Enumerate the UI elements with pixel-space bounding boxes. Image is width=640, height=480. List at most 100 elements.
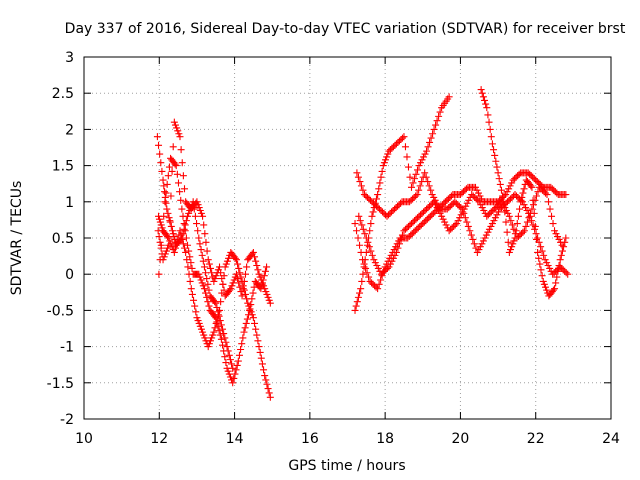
data-point	[490, 146, 498, 154]
data-point	[385, 263, 393, 271]
data-point	[380, 267, 388, 275]
data-point	[163, 205, 171, 213]
data-point	[511, 191, 519, 199]
data-point	[484, 228, 492, 236]
data-point	[266, 393, 274, 401]
data-point	[368, 279, 376, 287]
data-point	[204, 343, 212, 351]
data-point	[420, 218, 428, 226]
data-point	[507, 217, 515, 225]
data-point	[164, 244, 172, 252]
data-point	[168, 243, 176, 251]
data-point	[432, 201, 440, 209]
data-point	[561, 267, 569, 275]
data-point	[253, 262, 261, 270]
y-tick-label: 1.5	[52, 159, 74, 175]
data-point	[459, 208, 467, 216]
data-point	[239, 334, 247, 342]
data-point	[512, 173, 520, 181]
data-point	[175, 130, 183, 138]
data-point	[240, 328, 248, 336]
data-point	[397, 136, 405, 144]
data-point	[491, 151, 499, 159]
data-point	[417, 211, 425, 219]
data-point	[220, 272, 228, 280]
data-point	[420, 208, 428, 216]
data-point	[203, 293, 211, 301]
data-point	[155, 233, 163, 241]
data-point	[423, 205, 431, 213]
data-point	[173, 240, 181, 248]
data-point	[200, 285, 208, 293]
data-point	[478, 240, 486, 248]
data-point	[423, 147, 431, 155]
data-point	[163, 180, 171, 188]
data-point	[407, 220, 415, 228]
data-point	[557, 251, 565, 259]
data-point	[171, 244, 179, 252]
data-point	[155, 141, 163, 149]
data-point	[211, 324, 219, 332]
data-point	[153, 133, 161, 141]
data-point	[446, 202, 454, 210]
data-point	[400, 133, 408, 141]
data-point	[252, 257, 260, 265]
data-point	[231, 254, 239, 262]
data-point	[520, 185, 528, 193]
data-point	[169, 143, 177, 151]
data-point	[263, 380, 271, 388]
y-tick-label: -0.5	[47, 303, 74, 319]
data-point	[369, 199, 377, 207]
data-point	[499, 201, 507, 209]
data-point	[230, 374, 238, 382]
data-point	[535, 183, 543, 191]
data-point	[188, 290, 196, 298]
data-point	[228, 360, 236, 368]
data-point	[220, 347, 228, 355]
data-point	[471, 193, 479, 201]
series-morning-2	[154, 118, 274, 307]
data-point	[247, 301, 255, 309]
data-point	[195, 204, 203, 212]
data-point	[216, 331, 224, 339]
data-point	[436, 108, 444, 116]
data-point	[423, 215, 431, 223]
data-point	[230, 276, 238, 284]
data-point	[471, 183, 479, 191]
data-point	[552, 230, 560, 238]
data-point	[211, 298, 219, 306]
data-point	[236, 269, 244, 277]
data-point	[263, 290, 271, 298]
data-point	[506, 195, 514, 203]
data-point	[477, 201, 485, 209]
data-point	[534, 248, 542, 256]
data-point	[222, 338, 230, 346]
data-point	[169, 230, 177, 238]
data-point	[208, 334, 216, 342]
data-point	[195, 270, 203, 278]
data-point	[383, 153, 391, 161]
x-tick-label: 20	[452, 431, 470, 447]
data-point	[438, 212, 446, 220]
data-point	[406, 173, 414, 181]
data-point	[156, 218, 164, 226]
data-point	[407, 231, 415, 239]
data-point	[378, 272, 386, 280]
data-point	[251, 319, 259, 327]
data-point	[197, 276, 205, 284]
data-point	[389, 254, 397, 262]
data-point	[166, 237, 174, 245]
data-point	[366, 196, 374, 204]
data-point	[255, 343, 263, 351]
data-point	[257, 354, 265, 362]
data-point	[226, 373, 234, 381]
data-point	[446, 193, 454, 201]
data-point	[200, 331, 208, 339]
data-point	[178, 205, 186, 213]
data-point	[225, 254, 233, 262]
data-point	[421, 169, 429, 177]
data-point	[241, 270, 249, 278]
data-point	[451, 221, 459, 229]
data-point	[510, 237, 518, 245]
data-point	[418, 178, 426, 186]
